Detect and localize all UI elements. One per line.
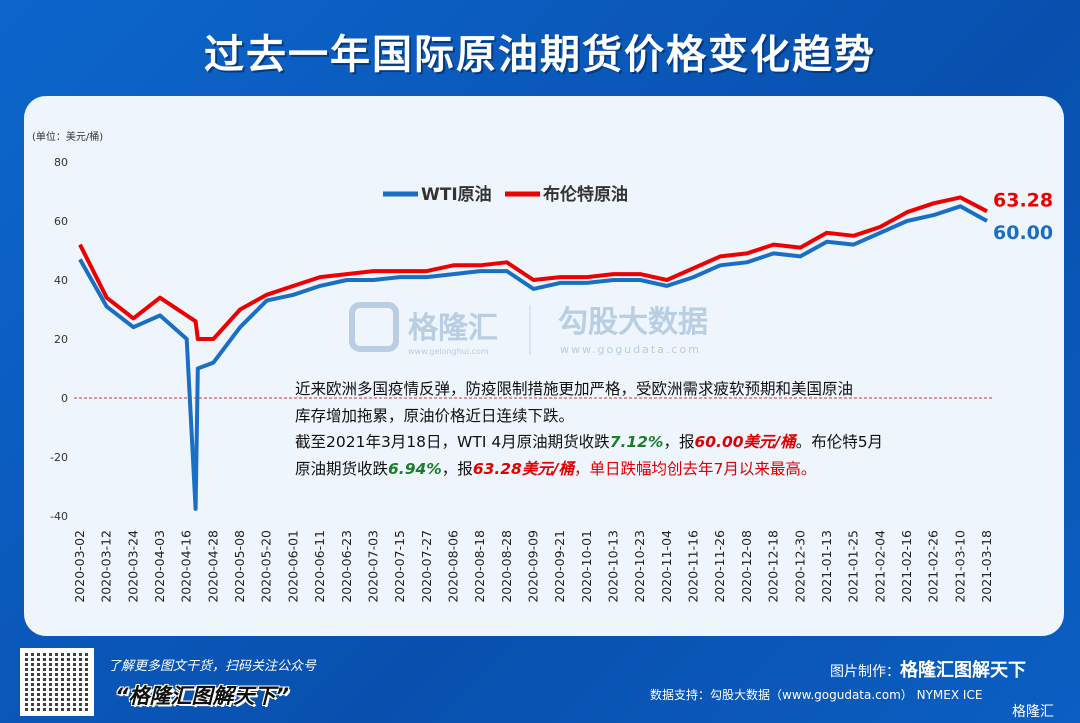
x-tick-label: 2020-11-04 — [659, 530, 674, 603]
x-tick-label: 2020-06-11 — [312, 530, 327, 603]
x-tick-label: 2020-03-12 — [99, 530, 114, 603]
annotation: 近来欧洲多国疫情反弹，防疫限制措施更加严格，受欧洲需求疲软预期和美国原油 库存增… — [295, 376, 883, 482]
x-tick-label: 2021-02-16 — [899, 530, 914, 603]
x-tick-label: 2020-05-20 — [259, 530, 274, 603]
text: ，报 — [663, 433, 695, 451]
x-tick-label: 2020-09-09 — [526, 530, 541, 603]
x-tick-label: 2020-03-24 — [125, 530, 140, 603]
x-tick-label: 2020-08-18 — [472, 530, 487, 603]
y-axis-unit: (单位：美元/桶) — [32, 130, 103, 143]
gelonghui-logo-icon — [349, 302, 399, 352]
page-title: 过去一年国际原油期货价格变化趋势 — [204, 32, 876, 78]
annotation-line: 截至2021年3月18日，WTI 4月原油期货收跌7.12%，报60.00美元/… — [295, 429, 883, 456]
x-tick-label: 2020-11-16 — [686, 530, 701, 603]
annotation-line: 近来欧洲多国疫情反弹，防疫限制措施更加严格，受欧洲需求疲软预期和美国原油 — [295, 380, 854, 398]
made-by-brand: 格隆汇图解天下 — [900, 660, 1026, 681]
x-tick-label: 2020-06-01 — [285, 530, 300, 603]
text: 截至2021年3月18日，WTI 4月原油期货收跌 — [295, 433, 610, 451]
x-tick-label: 2021-02-26 — [926, 530, 941, 603]
brent-price: 63.28美元/桶 — [472, 459, 575, 478]
y-tick-label: 0 — [61, 392, 68, 405]
x-tick-label: 2020-10-01 — [579, 530, 594, 603]
end-value-label: 63.28 — [993, 189, 1053, 211]
x-tick-label: 2020-06-23 — [339, 530, 354, 603]
wti-price: 60.00美元/桶 — [694, 433, 796, 451]
qr-caption: 了解更多图文干货，扫码关注公众号 — [108, 659, 317, 674]
y-tick-label: 20 — [54, 333, 68, 346]
y-tick-label: 40 — [54, 274, 68, 287]
annotation-line: 库存增加拖累，原油价格近日连续下跌。 — [295, 406, 575, 425]
text: ，报 — [441, 459, 473, 478]
x-tick-label: 2021-02-04 — [872, 530, 887, 603]
text: ，单日跌幅均创去年7月以来最高。 — [574, 459, 817, 478]
x-tick-label: 2021-03-18 — [979, 530, 994, 603]
x-tick-label: 2020-11-26 — [712, 530, 727, 603]
x-tick-label: 2021-01-25 — [846, 530, 861, 603]
x-tick-label: 2020-04-03 — [152, 530, 167, 603]
watermark-logo: 格隆汇 — [408, 311, 498, 346]
y-tick-label: 60 — [54, 215, 68, 228]
y-tick-label: -20 — [50, 451, 68, 464]
x-tick-label: 2020-07-15 — [392, 530, 407, 603]
x-tick-label: 2020-08-28 — [499, 530, 514, 603]
data-source: 数据支持：勾股大数据（www.gogudata.com） NYMEX ICE — [650, 688, 983, 702]
x-tick-label: 2020-07-03 — [365, 530, 380, 603]
x-tick-label: 2020-12-18 — [766, 530, 781, 603]
x-tick-label: 2020-03-02 — [72, 530, 87, 603]
legend-label: WTI原油 — [421, 184, 492, 205]
made-by-label: 图片制作： — [830, 664, 900, 680]
x-tick-label: 2020-10-23 — [632, 530, 647, 603]
series-line-brent — [78, 195, 988, 341]
x-tick-label: 2021-01-13 — [819, 530, 834, 603]
chart-panel — [24, 96, 1064, 636]
x-tick-label: 2020-10-13 — [606, 530, 621, 603]
end-value-label: 60.00 — [993, 222, 1053, 244]
x-tick-label: 2020-05-08 — [232, 530, 247, 603]
wti-change: 7.12% — [609, 433, 664, 451]
x-tick-label: 2020-12-30 — [792, 530, 807, 603]
watermark-url: www.gelonghui.com — [408, 347, 489, 356]
y-tick-label: 80 — [54, 156, 68, 169]
brent-change: 6.94% — [388, 459, 442, 478]
x-tick-label: 2020-12-08 — [739, 530, 754, 603]
text: 。布伦特5月 — [795, 433, 884, 451]
x-tick-label: 2020-08-06 — [445, 530, 460, 603]
text: 原油期货收跌 — [295, 459, 389, 478]
made-by: 图片制作：格隆汇图解天下 — [830, 656, 1026, 682]
x-tick-label: 2020-04-16 — [179, 530, 194, 603]
legend-label: 布伦特原油 — [543, 184, 628, 205]
x-tick-label: 2020-04-28 — [205, 530, 220, 603]
watermark-logo: 勾股大数据 — [558, 305, 708, 340]
x-tick-label: 2021-03-10 — [952, 530, 967, 603]
qr-code[interactable] — [20, 648, 94, 716]
corner-logo: 格隆汇 — [1012, 704, 1054, 720]
annotation-line: 原油期货收跌6.94%，报63.28美元/桶，单日跌幅均创去年7月以来最高。 — [295, 456, 883, 483]
x-tick-label: 2020-07-27 — [419, 530, 434, 603]
watermark-url: www.gogudata.com — [560, 343, 701, 356]
y-tick-label: -40 — [50, 510, 68, 523]
account-name: “格隆汇图解天下” — [115, 684, 290, 708]
x-tick-label: 2020-09-21 — [552, 530, 567, 603]
